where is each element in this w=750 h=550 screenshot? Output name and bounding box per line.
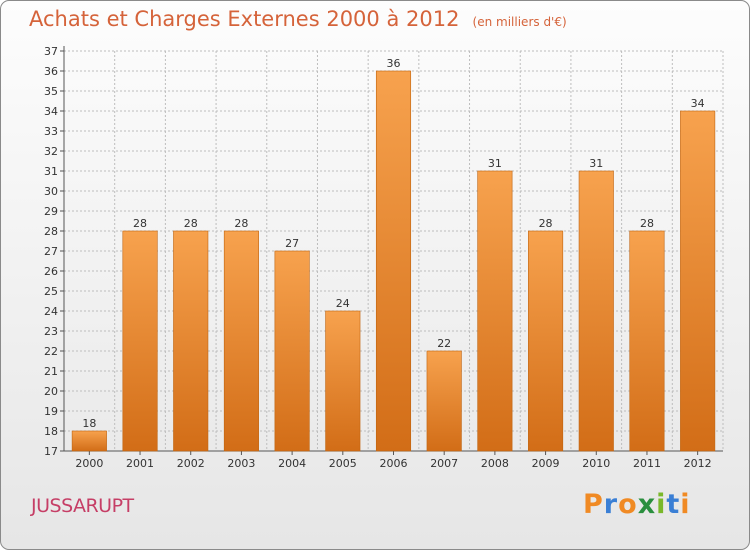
x-tick-label: 2005	[329, 457, 357, 470]
bar	[578, 170, 614, 452]
logo-letter: i	[680, 489, 691, 520]
logo-letter: t	[666, 489, 681, 520]
y-tick-label: 18	[44, 425, 58, 438]
x-tick-label: 2012	[684, 457, 712, 470]
logo-letter: i	[656, 489, 667, 520]
x-tick-label: 2000	[75, 457, 103, 470]
bar	[629, 230, 665, 452]
proxiti-logo: Proxiti	[583, 489, 691, 520]
y-tick-label: 20	[44, 385, 58, 398]
logo-letter: x	[637, 489, 657, 520]
y-tick-label: 24	[44, 305, 58, 318]
y-tick-label: 36	[44, 65, 58, 78]
bar	[173, 230, 209, 452]
x-tick-label: 2003	[227, 457, 255, 470]
y-tick-label: 34	[44, 105, 58, 118]
y-tick-label: 22	[44, 345, 58, 358]
y-tick-label: 31	[44, 165, 58, 178]
data-label: 28	[234, 217, 248, 230]
y-tick-label: 29	[44, 205, 58, 218]
bar	[426, 350, 462, 452]
bar	[375, 70, 412, 452]
y-tick-label: 28	[44, 225, 58, 238]
data-label: 28	[133, 217, 147, 230]
bars	[71, 70, 716, 452]
y-tick-label: 27	[44, 245, 58, 258]
y-tick-label: 17	[44, 445, 58, 458]
commune-name: JUSSARUPT	[31, 495, 134, 517]
x-tick-label: 2002	[177, 457, 205, 470]
y-tick-label: 19	[44, 405, 58, 418]
y-tick-label: 25	[44, 285, 58, 298]
y-tick-label: 35	[44, 85, 58, 98]
x-tick-label: 2007	[430, 457, 458, 470]
x-tick-label: 2004	[278, 457, 306, 470]
logo-letter: o	[618, 489, 638, 520]
bar	[223, 230, 259, 452]
data-label: 28	[184, 217, 198, 230]
x-tick-label: 2009	[532, 457, 560, 470]
y-tick-label: 23	[44, 325, 58, 338]
bar	[274, 250, 310, 452]
data-label: 34	[691, 97, 705, 110]
labels: 17 18 19 20 21 22 23 24 25 26 27 28 29 30 31 32 33 34 35 36…	[44, 45, 712, 470]
data-label: 24	[336, 297, 350, 310]
bar	[71, 430, 107, 452]
bar	[528, 230, 564, 452]
data-label: 36	[387, 57, 401, 70]
y-tick-label: 30	[44, 185, 58, 198]
x-tick-label: 2001	[126, 457, 154, 470]
data-label: 31	[589, 157, 603, 170]
data-label: 28	[539, 217, 553, 230]
chart-subtitle: (en milliers d'€)	[472, 15, 567, 29]
x-tick-label: 2011	[633, 457, 661, 470]
x-tick-label: 2010	[582, 457, 610, 470]
y-tick-label: 21	[44, 365, 58, 378]
logo-letter: P	[583, 489, 604, 520]
bar	[122, 230, 158, 452]
data-label: 31	[488, 157, 502, 170]
bar	[325, 310, 361, 452]
data-label: 28	[640, 217, 654, 230]
title-block: Achats et Charges Externes 2000 à 2012 (…	[29, 7, 567, 31]
x-tick-label: 2006	[380, 457, 408, 470]
y-tick-label: 26	[44, 265, 58, 278]
bar	[477, 170, 513, 452]
data-label: 27	[285, 237, 299, 250]
x-tick-label: 2008	[481, 457, 509, 470]
y-tick-label: 37	[44, 45, 58, 58]
y-tick-label: 32	[44, 145, 58, 158]
y-tick-label: 33	[44, 125, 58, 138]
data-label: 18	[82, 417, 96, 430]
logo-letter: r	[603, 489, 619, 520]
chart-title: Achats et Charges Externes 2000 à 2012	[29, 7, 460, 31]
bar	[680, 110, 716, 452]
data-label: 22	[437, 337, 451, 350]
